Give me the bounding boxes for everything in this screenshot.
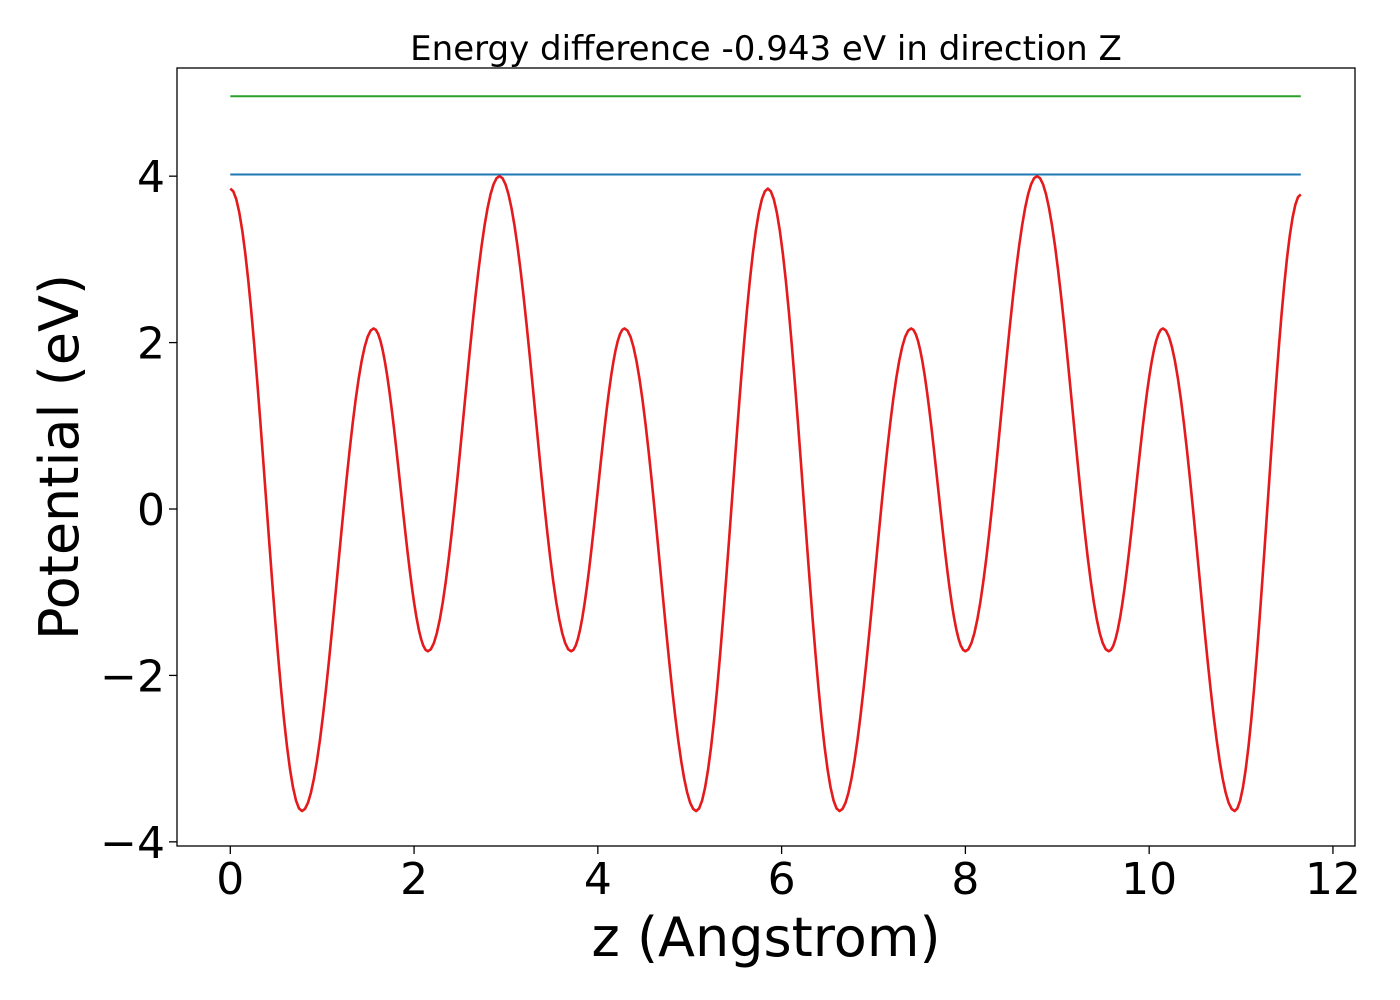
x-axis-label: z (Angstrom) [591,906,940,969]
y-axis-label: Potential (eV) [28,274,91,640]
x-tick-label: 10 [1121,854,1177,905]
y-axis: −4 −2 0 2 4 [100,152,177,869]
plot-lines [229,95,1302,813]
y-tick-label: 4 [137,152,165,203]
plot-area-frame [176,67,1356,847]
x-tick-label: 0 [216,854,244,905]
x-tick-label: 8 [951,854,979,905]
y-tick-label: −2 [100,651,165,702]
series-line-3 [229,174,1302,813]
x-tick-label: 4 [584,854,612,905]
y-tick-label: −4 [100,818,165,869]
x-tick-label: 12 [1305,854,1361,905]
x-axis: 0 2 4 6 8 10 12 [216,846,1361,905]
y-tick-label: 2 [137,319,165,370]
y-tick-label: 0 [137,485,165,536]
x-tick-label: 6 [768,854,796,905]
chart-title: Energy difference -0.943 eV in direction… [410,29,1122,69]
x-tick-label: 2 [400,854,428,905]
